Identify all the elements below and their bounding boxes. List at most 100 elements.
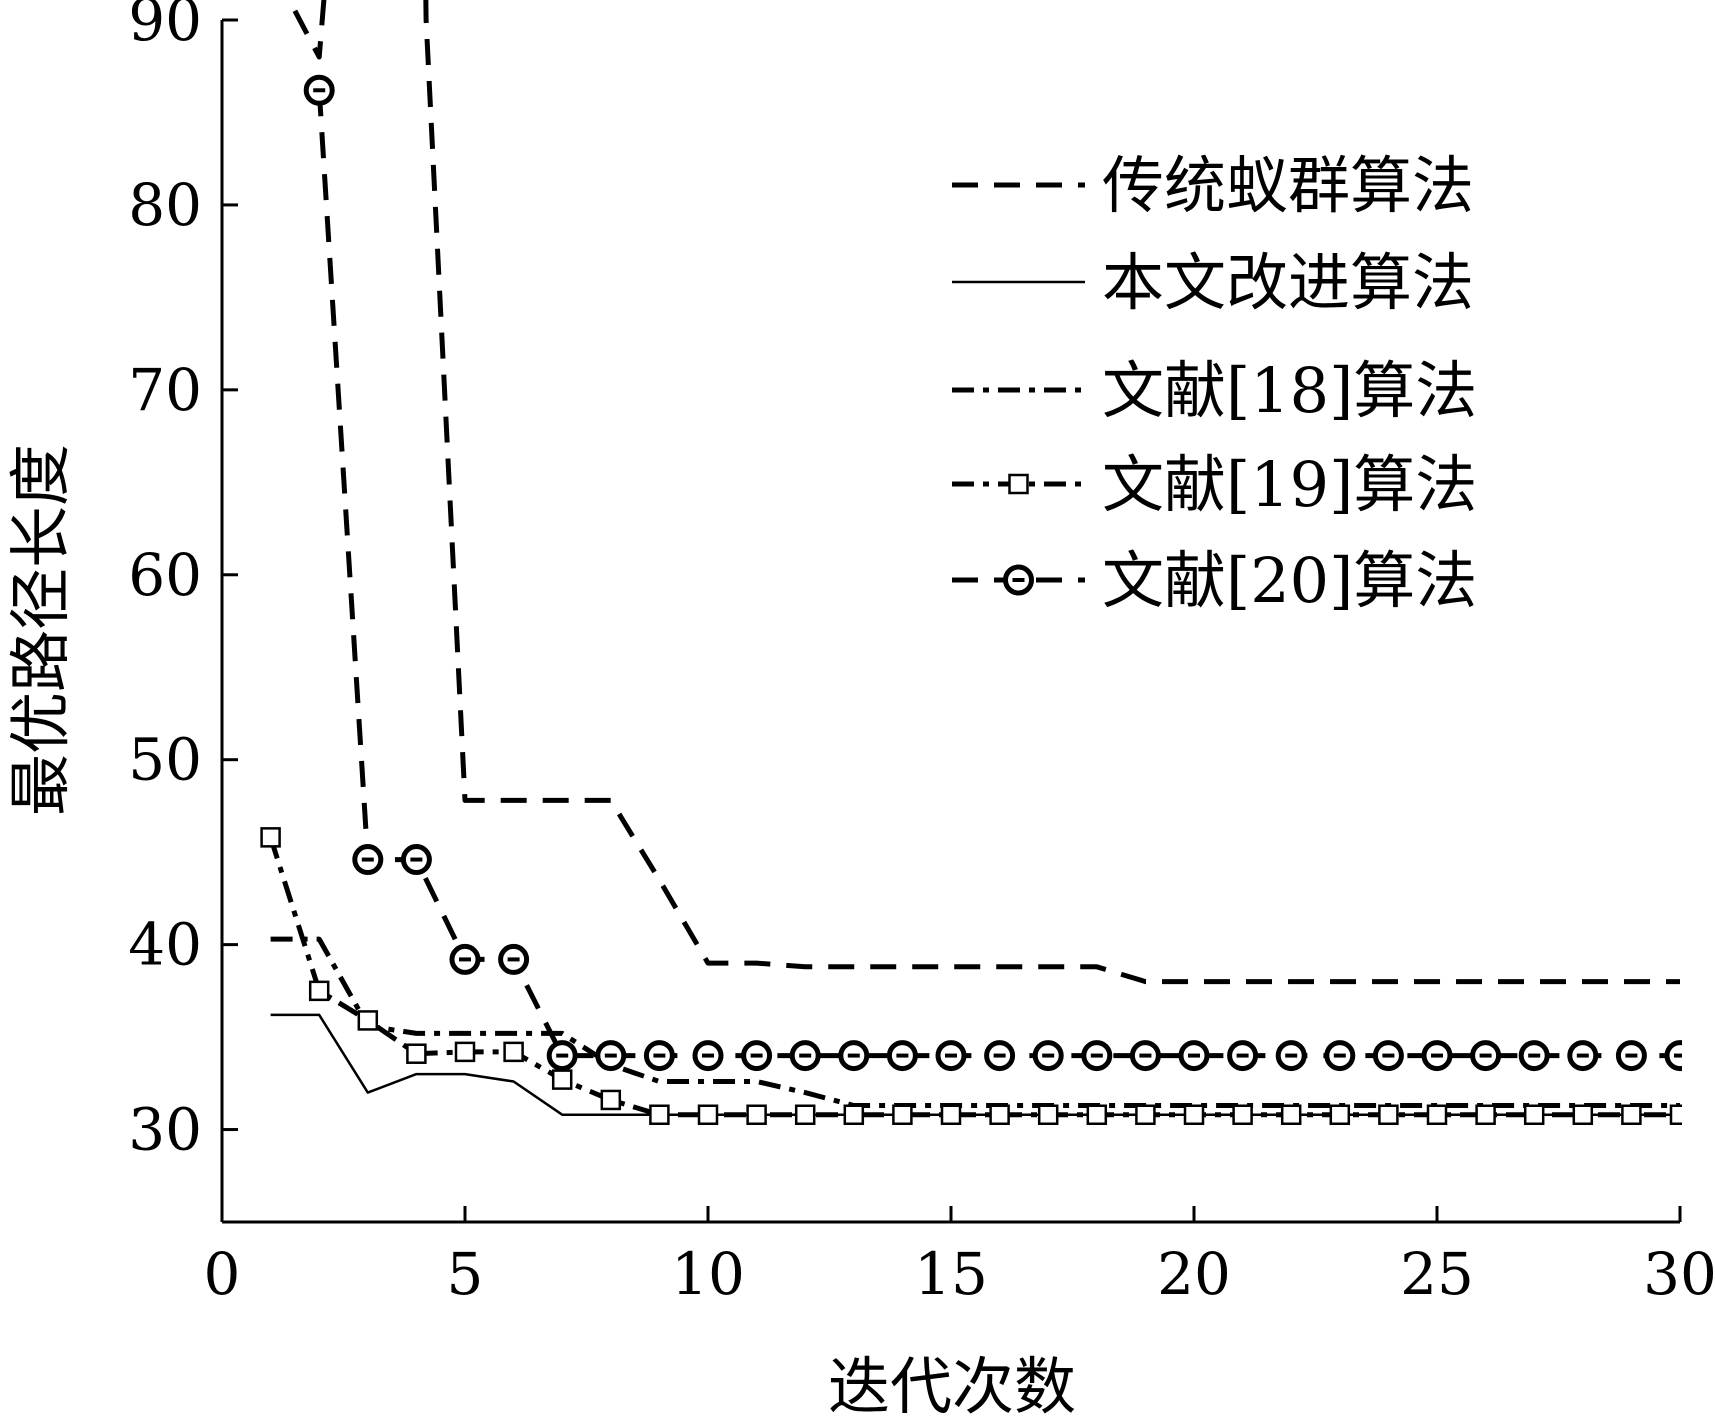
series-5-point xyxy=(1664,1040,1682,1072)
y-tick-label: 50 xyxy=(128,726,202,794)
series-4-point xyxy=(503,1041,524,1063)
series-4-point xyxy=(1669,1104,1682,1125)
y-tick-label: 70 xyxy=(128,356,202,424)
series-4-point xyxy=(1426,1104,1448,1125)
series-5-point xyxy=(1324,1040,1356,1072)
legend-label: 传统蚁群算法 xyxy=(1102,149,1474,222)
series-5-point xyxy=(741,1040,773,1072)
series-2-line xyxy=(270,1013,1680,1116)
series-5-point xyxy=(838,1040,870,1072)
y-axis-label: 最优路径长度 xyxy=(4,444,77,816)
series-4-line xyxy=(268,836,1680,1118)
legend-entry: 传统蚁群算法 xyxy=(952,149,1474,222)
series-4-point xyxy=(1572,1104,1594,1125)
series-3-line xyxy=(270,936,1680,1108)
y-tick-label: 90 xyxy=(128,0,202,54)
legend-label: 文献[18]算法 xyxy=(1102,354,1477,427)
series-2 xyxy=(270,1013,1680,1116)
series-5-point xyxy=(400,844,432,876)
series-5 xyxy=(303,74,1682,1072)
series-4-point xyxy=(406,1043,427,1064)
series-5-point xyxy=(303,74,335,106)
series-4-point xyxy=(1329,1104,1351,1125)
series-5-point xyxy=(449,943,481,975)
y-tick-label: 80 xyxy=(128,171,202,239)
series-5-point xyxy=(1372,1040,1404,1072)
series-4-point xyxy=(1183,1104,1205,1125)
x-tick-label: 20 xyxy=(1157,1240,1231,1308)
series-5-point xyxy=(1178,1040,1210,1072)
series-5-point xyxy=(984,1040,1016,1072)
series-5-point xyxy=(1275,1040,1307,1072)
series-layer xyxy=(260,0,1682,1125)
series-1 xyxy=(292,0,1680,985)
y-tick-label: 60 xyxy=(128,541,202,609)
series-3 xyxy=(270,936,1680,1108)
series-4-point xyxy=(940,1104,962,1125)
series-4-point xyxy=(551,1069,573,1090)
legend-label: 本文改进算法 xyxy=(1102,246,1474,319)
series-5-point xyxy=(1567,1040,1599,1072)
series-5-point xyxy=(1032,1040,1064,1072)
series-5-point xyxy=(1518,1040,1550,1072)
x-tick-label: 0 xyxy=(204,1240,241,1308)
series-5-point xyxy=(1227,1040,1259,1072)
series-4 xyxy=(260,827,1682,1125)
series-5-point xyxy=(546,1040,578,1072)
series-5-point xyxy=(1470,1040,1502,1072)
legend-entry: 文献[19]算法 xyxy=(952,448,1477,521)
series-5-point xyxy=(643,1040,675,1072)
series-5-point xyxy=(1421,1040,1453,1072)
legend-entry: 本文改进算法 xyxy=(952,246,1474,319)
y-tick-label: 30 xyxy=(128,1096,202,1164)
series-4-point xyxy=(1523,1104,1545,1125)
x-tick-label: 10 xyxy=(671,1240,745,1308)
series-4-point xyxy=(746,1104,767,1125)
series-5-point xyxy=(789,1040,821,1072)
series-4-point xyxy=(892,1104,913,1125)
series-4-point xyxy=(843,1104,865,1125)
series-5-point xyxy=(1081,1040,1113,1072)
series-4-point xyxy=(649,1104,670,1125)
series-5-point xyxy=(1615,1040,1647,1072)
series-5-point xyxy=(352,844,384,876)
series-4-point xyxy=(1378,1104,1399,1125)
series-4-point xyxy=(1232,1104,1253,1125)
series-4-point xyxy=(989,1104,1010,1125)
series-4-point xyxy=(454,1041,476,1063)
series-4-point xyxy=(1280,1104,1302,1125)
series-4-point xyxy=(357,1010,379,1031)
series-5-point xyxy=(595,1040,627,1072)
series-5-point xyxy=(498,943,530,975)
series-5-point xyxy=(692,1040,724,1072)
series-4-point xyxy=(697,1104,719,1125)
legend-label: 文献[19]算法 xyxy=(1102,448,1477,521)
series-4-point xyxy=(1037,1104,1059,1125)
x-axis-label: 迭代次数 xyxy=(828,1350,1076,1421)
x-tick-label: 25 xyxy=(1400,1240,1474,1308)
series-5-point xyxy=(886,1040,918,1072)
series-4-point xyxy=(308,980,330,1002)
series-4-point xyxy=(1475,1104,1496,1125)
legend-label: 文献[20]算法 xyxy=(1102,544,1477,617)
series-4-point xyxy=(600,1089,622,1111)
legend-marker xyxy=(1008,473,1029,495)
legend-marker xyxy=(1003,564,1034,596)
series-4-point xyxy=(260,827,281,848)
series-5-point xyxy=(935,1040,967,1072)
series-4-point xyxy=(1621,1104,1642,1125)
series-4-point xyxy=(1086,1104,1108,1125)
series-1-line xyxy=(292,0,1680,985)
x-tick-label: 15 xyxy=(914,1240,988,1308)
series-5-point xyxy=(1129,1040,1161,1072)
legend-entry: 文献[20]算法 xyxy=(952,544,1477,617)
x-tick-label: 30 xyxy=(1643,1240,1715,1308)
series-4-point xyxy=(1135,1104,1156,1125)
y-tick-label: 40 xyxy=(128,911,202,979)
series-4-point xyxy=(794,1104,816,1125)
legend-entry: 文献[18]算法 xyxy=(952,354,1477,427)
axes: 0 5 10 15 20 25 30 30 40 50 60 70 80 90 xyxy=(128,0,1715,1308)
